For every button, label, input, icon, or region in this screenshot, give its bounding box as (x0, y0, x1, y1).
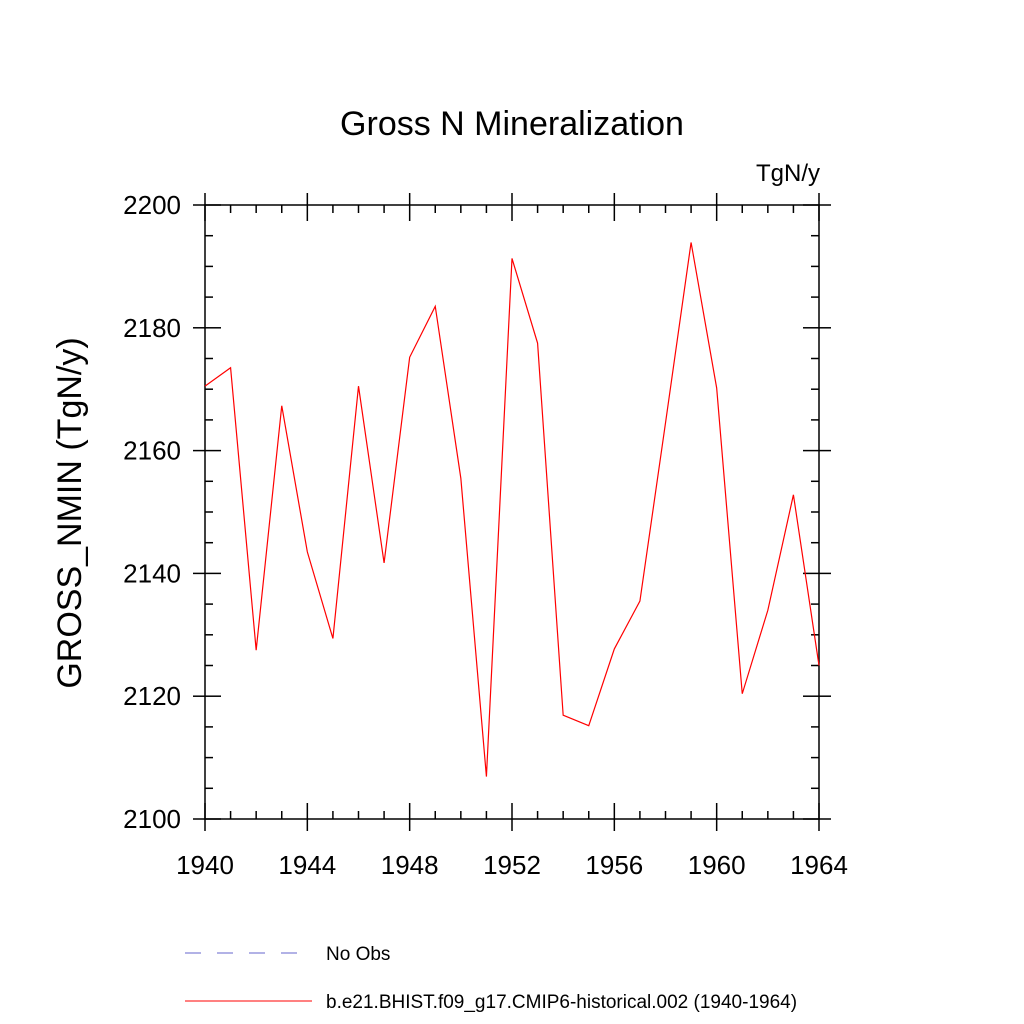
axis-ticks: 1940 1944 1948 1952 1956 1960 1964 2100 2120 2140… (123, 190, 848, 880)
x-tick-label: 1956 (585, 850, 643, 880)
y-tick-label: 2160 (123, 436, 181, 466)
y-tick-label: 2200 (123, 190, 181, 220)
series-line (204, 242, 820, 777)
legend-label: No Obs (326, 944, 390, 965)
legend-label: b.e21.BHIST.f09_g17.CMIP6-historical.002… (326, 992, 797, 1013)
x-tick-label: 1948 (381, 850, 439, 880)
legend: No Obs b.e21.BHIST.f09_g17.CMIP6-historic… (185, 944, 797, 1013)
y-tick-label: 2120 (123, 681, 181, 711)
chart-title: Gross N Mineralization (340, 105, 684, 143)
x-tick-label: 1940 (176, 850, 234, 880)
y-axis-label: GROSS_NMIN (TgN/y) (51, 337, 89, 688)
x-tick-label: 1964 (790, 850, 848, 880)
y-tick-label: 2100 (123, 804, 181, 834)
x-tick-label: 1952 (483, 850, 541, 880)
x-tick-label: 1960 (688, 850, 746, 880)
y-tick-label: 2180 (123, 313, 181, 343)
y-tick-label: 2140 (123, 558, 181, 588)
units-label: TgN/y (756, 160, 820, 187)
series-layer (204, 242, 820, 777)
x-tick-label: 1944 (278, 850, 336, 880)
